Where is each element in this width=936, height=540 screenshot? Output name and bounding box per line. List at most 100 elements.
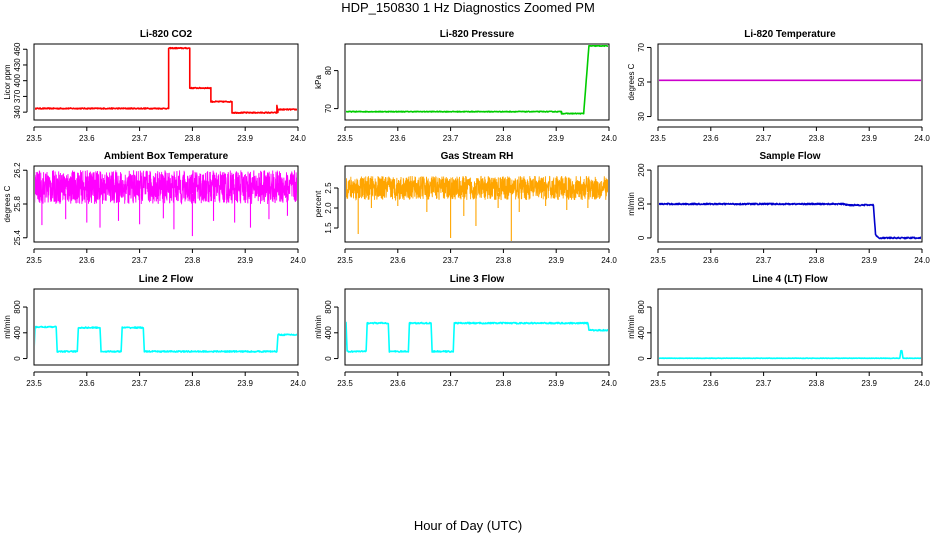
chart-1-x-tick-label-6: 24.0 (290, 134, 306, 143)
chart-7-data (35, 325, 297, 353)
chart-6-x-tick-label-2: 23.6 (703, 256, 719, 265)
chart-9-y-tick-label-2: 400 (637, 326, 646, 340)
chart-2-y-tick-label-2: 80 (324, 66, 333, 75)
chart-6-data (659, 202, 921, 240)
chart-6-x-tick-label-3: 23.7 (756, 256, 772, 265)
chart-9-series-line (659, 349, 921, 360)
chart-5-ylabel: percent (314, 190, 323, 217)
chart-6-frame (657, 165, 923, 243)
chart-1-y-tick-label-1: 340 (13, 105, 22, 119)
chart-8-ylabel: ml/min (314, 315, 323, 339)
chart-2-x-tick-label-5: 23.9 (548, 134, 564, 143)
chart-4-x-tick-label-3: 23.7 (132, 256, 148, 265)
chart-4: Ambient Box Temperature degrees C 23.5 23.6… (3, 151, 306, 265)
chart-2-x-tick-label-1: 23.5 (337, 134, 353, 143)
chart-3-x-tick-label-1: 23.5 (650, 134, 666, 143)
chart-7-y-tick-label-1: 0 (13, 356, 22, 361)
chart-2-data (346, 45, 608, 115)
chart-2-x-tick-label-3: 23.7 (443, 134, 459, 143)
chart-5-y-tick-label-3: 2.5 (324, 182, 333, 194)
chart-1-series-line (35, 46, 297, 114)
chart-1-y-tick-label-4: 430 (13, 58, 22, 72)
chart-2-ylabel: kPa (314, 75, 323, 89)
chart-1-x-tick-label-4: 23.8 (185, 134, 201, 143)
chart-8: Line 3 Flow ml/min 23.5 23.6 23.7 23.8 23.9 24.… (314, 274, 617, 388)
chart-9-x-tick-label-5: 23.9 (861, 379, 877, 388)
chart-6-x-tick-label-6: 24.0 (914, 256, 930, 265)
chart-1-data (35, 46, 297, 114)
chart-4-y-tick-label-1: 25.4 (13, 229, 22, 245)
chart-5-x-tick-label-4: 23.8 (496, 256, 512, 265)
chart-5-series-line (346, 175, 608, 202)
chart-7-x-tick-label-1: 23.5 (26, 379, 42, 388)
chart-6: Sample Flow ml/min 23.5 23.6 23.7 23.8 23.9 24.… (627, 151, 930, 265)
chart-3-x-tick-label-5: 23.9 (861, 134, 877, 143)
chart-9: Line 4 (LT) Flow ml/min 23.5 23.6 23.7 23.8 23… (627, 274, 930, 388)
chart-4-x-tick-label-6: 24.0 (290, 256, 306, 265)
chart-1-y-tick-label-3: 400 (13, 73, 22, 87)
chart-1-ylabel: Licor ppm (3, 64, 12, 99)
chart-8-x-tick-label-4: 23.8 (496, 379, 512, 388)
chart-4-ylabel: degrees C (3, 185, 12, 222)
chart-4-frame (33, 165, 299, 243)
chart-9-y-tick-label-3: 800 (637, 300, 646, 314)
chart-3-y-tick-label-1: 30 (637, 112, 646, 121)
chart-9-x-tick-label-3: 23.7 (756, 379, 772, 388)
chart-8-y-tick-label-1: 0 (324, 356, 333, 361)
chart-4-data (35, 169, 297, 237)
chart-8-data (346, 321, 608, 353)
chart-7-title: Line 2 Flow (139, 274, 194, 285)
page-title: HDP_150830 1 Hz Diagnostics Zoomed PM (341, 0, 595, 15)
chart-7-series-line (35, 325, 297, 353)
chart-3-x-tick-label-4: 23.8 (809, 134, 825, 143)
chart-7-y-tick-label-3: 800 (13, 300, 22, 314)
chart-5-data (346, 175, 608, 241)
chart-5-title: Gas Stream RH (441, 151, 514, 162)
chart-6-x-tick-label-4: 23.8 (809, 256, 825, 265)
chart-7-x-tick-label-2: 23.6 (79, 379, 95, 388)
chart-3-x-tick-label-2: 23.6 (703, 134, 719, 143)
chart-3-y-tick-label-3: 70 (637, 42, 646, 51)
chart-2-x-tick-label-6: 24.0 (601, 134, 617, 143)
chart-6-title: Sample Flow (759, 151, 820, 162)
chart-1: Li-820 CO2 Licor ppm 23.5 23.6 23.7 23.8 23.9 2… (3, 29, 306, 143)
chart-2-y-tick-label-1: 70 (324, 104, 333, 113)
chart-6-y-tick-label-1: 0 (637, 235, 646, 240)
chart-5-x-tick-label-6: 24.0 (601, 256, 617, 265)
chart-6-y-tick-label-3: 200 (637, 163, 646, 177)
chart-1-x-tick-label-3: 23.7 (132, 134, 148, 143)
chart-9-data (659, 349, 921, 360)
chart-7: Line 2 Flow ml/min 23.5 23.6 23.7 23.8 23.9 24.… (3, 274, 306, 388)
chart-7-x-tick-label-4: 23.8 (185, 379, 201, 388)
chart-9-frame (657, 288, 923, 366)
chart-4-x-tick-label-4: 23.8 (185, 256, 201, 265)
chart-3-ylabel: degrees C (627, 63, 636, 100)
chart-8-x-tick-label-1: 23.5 (337, 379, 353, 388)
chart-4-x-tick-label-2: 23.6 (79, 256, 95, 265)
chart-4-series-line (35, 169, 297, 205)
chart-4-y-tick-label-3: 26.2 (13, 162, 22, 178)
chart-4-x-tick-label-5: 23.9 (237, 256, 253, 265)
chart-2-x-tick-label-4: 23.8 (496, 134, 512, 143)
chart-6-x-tick-label-5: 23.9 (861, 256, 877, 265)
chart-9-title: Line 4 (LT) Flow (752, 274, 828, 285)
chart-3-title: Li-820 Temperature (744, 29, 836, 40)
chart-1-y-tick-label-5: 460 (13, 42, 22, 56)
chart-1-y-tick-label-2: 370 (13, 89, 22, 103)
chart-6-series-line (659, 202, 921, 240)
shared-x-axis-label: Hour of Day (UTC) (413, 518, 523, 533)
chart-1-title: Li-820 CO2 (140, 29, 193, 40)
chart-1-frame (33, 43, 299, 121)
chart-6-y-tick-label-2: 100 (637, 197, 646, 211)
chart-2-x-tick-label-2: 23.6 (390, 134, 406, 143)
chart-6-ylabel: ml/min (627, 192, 636, 216)
chart-1-x-tick-label-5: 23.9 (237, 134, 253, 143)
chart-3: Li-820 Temperature degrees C 23.5 23.6 23.7 2… (627, 29, 930, 143)
chart-8-series-line (346, 321, 608, 353)
chart-2-series-line (346, 45, 608, 115)
chart-6-x-tick-label-1: 23.5 (650, 256, 666, 265)
chart-9-x-tick-label-6: 24.0 (914, 379, 930, 388)
chart-7-x-tick-label-3: 23.7 (132, 379, 148, 388)
chart-5-y-tick-label-2: 2.0 (324, 202, 333, 214)
